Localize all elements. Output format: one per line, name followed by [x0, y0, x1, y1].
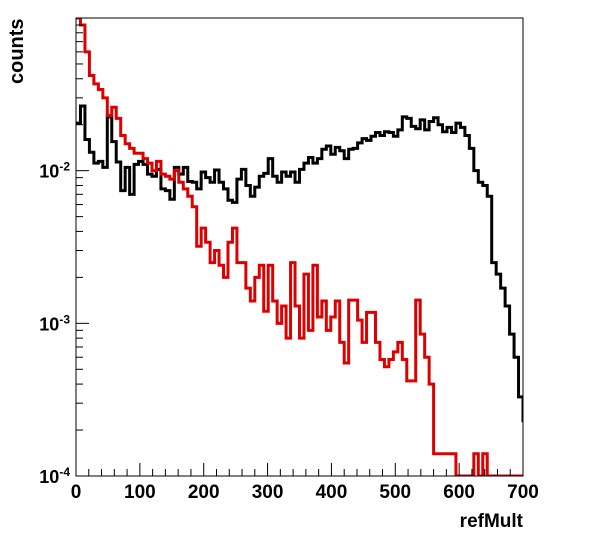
x-tick-label: 0: [71, 482, 82, 503]
x-tick-label: 100: [124, 482, 156, 503]
tick-label-layer: 0 100 200 300 400 500 600 700 10-4 10-3 10-2: [39, 160, 539, 503]
plot-border: [75, 17, 524, 477]
x-axis-title: refMult: [460, 511, 524, 532]
series-1-histogram: [76, 104, 523, 423]
x-tick-label: 700: [507, 482, 539, 503]
series-layer: [76, 18, 523, 476]
y-tick-label: 10-3: [39, 312, 70, 334]
x-tick-label: 200: [188, 482, 220, 503]
x-tick-label: 600: [443, 482, 475, 503]
y-tick-label: 10-2: [39, 160, 70, 182]
y-axis-title: counts: [6, 18, 28, 84]
axis-layer: [75, 17, 524, 477]
x-tick-label: 400: [316, 482, 348, 503]
x-tick-label: 300: [252, 482, 284, 503]
x-tick-label: 500: [379, 482, 411, 503]
plot-frame: [75, 17, 524, 477]
y-tick-label: 10-4: [39, 465, 70, 487]
series-2-histogram: [76, 18, 523, 476]
